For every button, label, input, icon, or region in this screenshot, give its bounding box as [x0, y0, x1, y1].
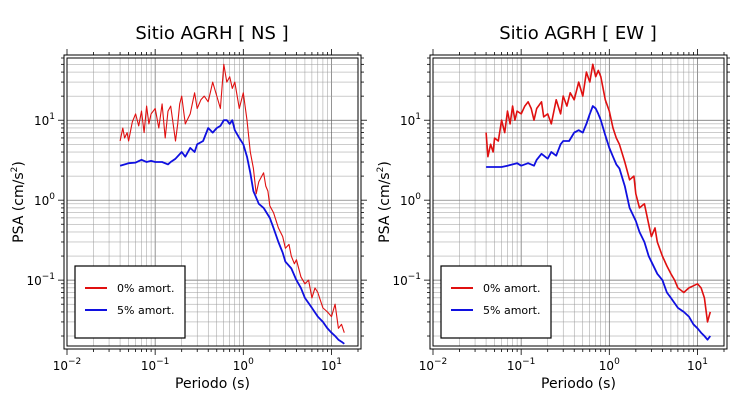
- chart-title: Sitio AGRH [ NS ]: [135, 23, 288, 44]
- chart-panel-2: 10−2 10−1 100 101 10−1 100 101 Sitio AGRH [ EW …: [376, 23, 730, 392]
- y-tick-label: 100: [34, 192, 55, 208]
- chart-title: Sitio AGRH [ EW ]: [499, 23, 657, 44]
- y-axis-label: PSA (cm/s2): [10, 161, 27, 243]
- legend-box: [440, 265, 552, 339]
- legend-label: 5% amort.: [483, 304, 540, 317]
- legend-label: 0% amort.: [117, 282, 174, 295]
- y-tick-label: 101: [34, 112, 55, 128]
- y-tick-label: 10−1: [26, 272, 55, 288]
- plot-frame: [432, 57, 725, 347]
- plot-frame: [66, 57, 359, 347]
- series-line-undamped: [119, 63, 345, 333]
- plot-frame-outer: [63, 54, 362, 350]
- x-tick-label: 100: [599, 357, 620, 373]
- y-tick-label: 101: [400, 112, 421, 128]
- x-tick-label: 10−1: [507, 357, 536, 373]
- x-tick-label: 10−1: [141, 357, 170, 373]
- x-tick-label: 10−2: [53, 357, 82, 373]
- legend-label: 5% amort.: [117, 304, 174, 317]
- legend: 0% amort. 5% amort.: [74, 265, 186, 339]
- y-axis-label: PSA (cm/s2): [376, 161, 393, 243]
- y-tick-label: 100: [400, 192, 421, 208]
- series-line-damped: [486, 105, 712, 341]
- series-line-undamped: [485, 63, 712, 323]
- legend-label: 0% amort.: [483, 282, 540, 295]
- x-axis-label: Periodo (s): [175, 376, 250, 392]
- legend: 0% amort. 5% amort.: [440, 265, 552, 339]
- x-tick-label: 100: [233, 357, 254, 373]
- x-tick-label: 101: [687, 357, 708, 373]
- x-tick-label: 10−2: [419, 357, 448, 373]
- x-axis-label: Periodo (s): [541, 376, 616, 392]
- y-tick-label: 10−1: [392, 272, 421, 288]
- plot-frame-outer: [429, 54, 728, 350]
- series-line-damped: [119, 119, 345, 345]
- legend-box: [74, 265, 186, 339]
- chart-panel-1: 10−2 10−1 100 101 10−1 100 101 Sitio AGRH [ NS …: [10, 23, 367, 392]
- x-tick-label: 101: [321, 357, 342, 373]
